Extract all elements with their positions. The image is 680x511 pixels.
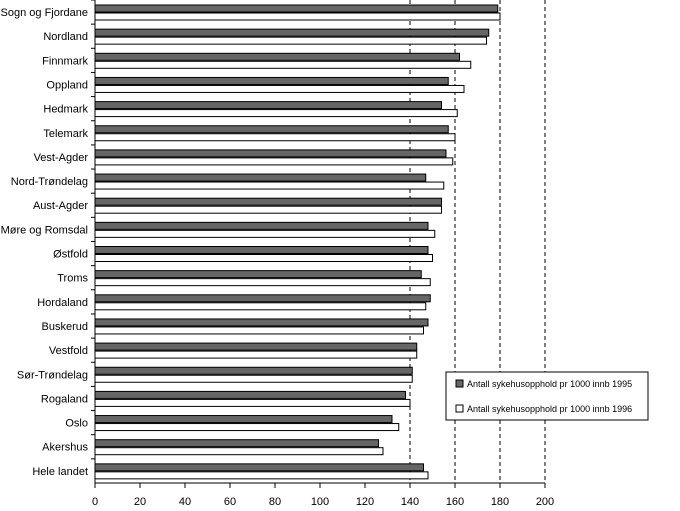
- legend-swatch-1996: [455, 404, 464, 413]
- category-label: Oppland: [46, 79, 88, 91]
- bar-1995: [94, 318, 429, 327]
- bar-1995: [94, 294, 431, 303]
- bar-1996: [94, 302, 427, 311]
- category-label: Sør-Trøndelag: [17, 369, 88, 381]
- bar-1995: [94, 52, 460, 61]
- category-label: Sogn og Fjordane: [1, 7, 88, 19]
- bar-1995: [94, 173, 427, 182]
- bar-1996: [94, 278, 431, 287]
- bar-1996: [94, 398, 411, 407]
- bar-1995: [94, 125, 449, 134]
- bar-1995: [94, 197, 442, 206]
- category-label: Akershus: [42, 442, 88, 454]
- bar-1996: [94, 254, 433, 262]
- bar-1996: [94, 12, 501, 21]
- bar-1996: [94, 60, 472, 69]
- bar-1995: [94, 366, 413, 375]
- category-labels: Sogn og Fjordane Nordland Finnmark Oppland H…: [1, 7, 89, 478]
- bar-1995: [94, 439, 379, 448]
- bar-1995: [94, 149, 447, 158]
- legend-box: [445, 371, 649, 421]
- bar-1995: [94, 76, 449, 85]
- bar-1995: [94, 463, 424, 472]
- bar-1996: [94, 205, 442, 214]
- category-label: Buskerud: [42, 321, 88, 333]
- bar-1995: [94, 270, 422, 279]
- bar-1995: [94, 28, 490, 37]
- category-label: Hordaland: [37, 297, 88, 309]
- x-tick-label: 80: [269, 496, 281, 508]
- bar-1996: [94, 447, 384, 456]
- bar-1995: [94, 415, 393, 424]
- bar-1996: [94, 84, 465, 93]
- bar-1996: [94, 36, 487, 45]
- legend: Antall sykehusopphold pr 1000 innb 1995 …: [445, 371, 649, 421]
- category-label: Østfold: [53, 249, 88, 261]
- category-label: Aust-Agder: [33, 200, 88, 212]
- bar-1996: [94, 374, 413, 383]
- category-label: Vestfold: [49, 345, 88, 357]
- category-label: Rogaland: [41, 393, 88, 405]
- bar-1996: [94, 157, 454, 166]
- bar-1996: [94, 229, 436, 238]
- category-label: Hele landet: [32, 466, 88, 478]
- x-tick-label: 0: [92, 496, 98, 508]
- x-tick-label: 180: [491, 496, 509, 508]
- x-tick-label: 200: [536, 496, 554, 508]
- legend-label-1996: Antall sykehusopphold pr 1000 innb 1996: [467, 404, 632, 414]
- bar-1996: [94, 423, 400, 432]
- x-tick-label: 120: [356, 496, 374, 508]
- bars: [94, 4, 501, 480]
- bar-1996: [94, 133, 456, 142]
- x-tick-label: 100: [311, 496, 329, 508]
- category-label: Telemark: [43, 128, 88, 140]
- category-label: Oslo: [65, 418, 88, 430]
- legend-swatch-1995: [455, 379, 464, 388]
- bar-1995: [94, 101, 442, 110]
- bar-1996: [94, 109, 458, 118]
- bar-1996: [94, 326, 424, 335]
- category-label: Nord-Trøndelag: [11, 176, 88, 188]
- category-label: Vest-Agder: [34, 152, 89, 164]
- x-tick-label: 140: [401, 496, 419, 508]
- bar-1995: [94, 4, 499, 13]
- bar-1996: [94, 350, 418, 359]
- x-tick-labels: 0 20 40 60 80 100 120 140 160 180 200: [92, 496, 554, 508]
- x-tick-label: 60: [224, 496, 236, 508]
- x-tick-label: 40: [179, 496, 191, 508]
- x-tick-label: 160: [446, 496, 464, 508]
- legend-label-1995: Antall sykehusopphold pr 1000 innb 1995: [467, 379, 632, 389]
- bar-1995: [94, 221, 429, 230]
- category-label: Nordland: [43, 31, 88, 43]
- category-label: Møre og Romsdal: [1, 224, 88, 236]
- x-tick-label: 20: [134, 496, 146, 508]
- bar-1996: [94, 181, 445, 190]
- bar-1996: [94, 471, 429, 480]
- category-label: Troms: [57, 273, 88, 285]
- category-label: Finnmark: [42, 55, 88, 67]
- bar-1995: [94, 390, 406, 399]
- bar-1995: [94, 342, 418, 351]
- axes: [91, 0, 546, 488]
- category-label: Hedmark: [43, 104, 88, 116]
- bar-1995: [94, 246, 429, 254]
